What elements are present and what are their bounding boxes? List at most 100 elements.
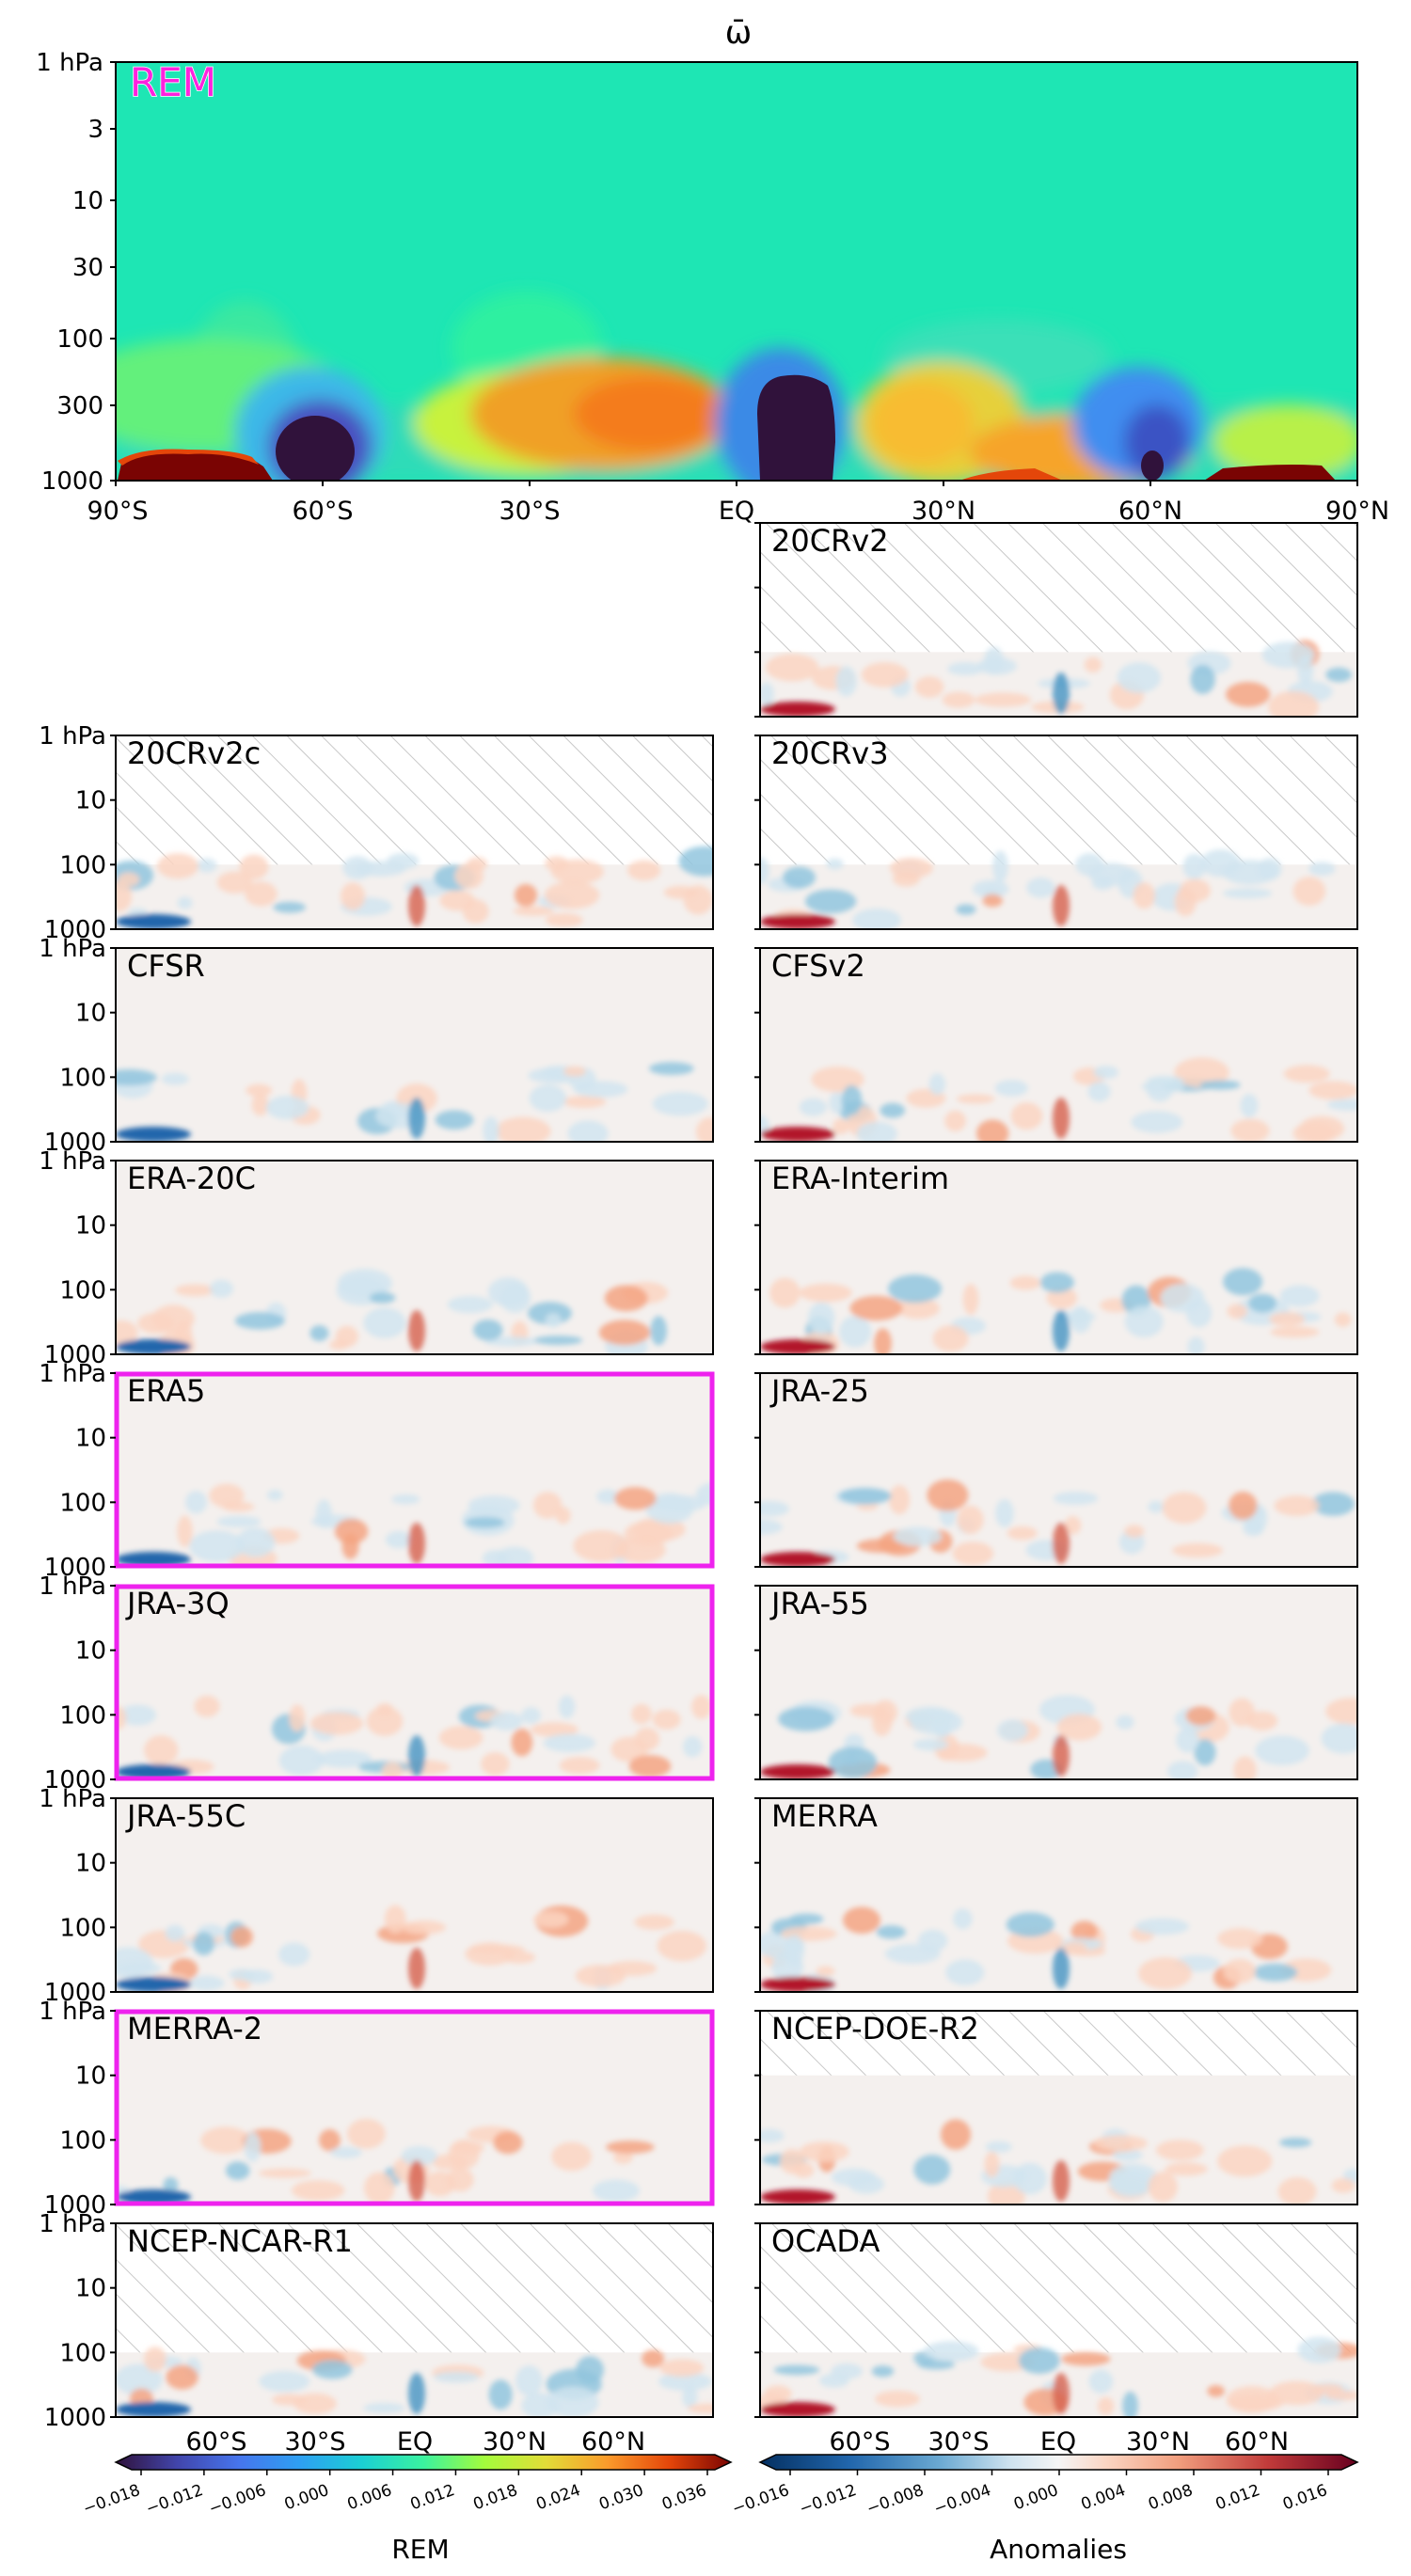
anomaly-y-tick: 1 hPa [39,722,106,751]
anomaly-panel-label: CFSR [127,948,205,984]
anomaly-y-tick: 100 [59,1064,106,1092]
anomaly-panel-label: ERA-20C [127,1161,256,1196]
anomaly-y-tick: 100 [59,851,106,879]
bottom-x-tick: 60°N [1225,2427,1289,2457]
anomaly-y-tick: 10 [75,1000,106,1028]
colorbar-tick-label: −0.018 [81,2481,143,2519]
anomaly-panel-label: 20CRv3 [771,735,889,771]
anomaly-panel: ERA-20C 1 hPa 10 100 1000 [39,1147,714,1369]
rem-colorbar-label: REM [391,2534,449,2565]
bottom-x-axis-right: 60°S 30°S EQ 30°N 60°N [830,2427,1290,2457]
anomaly-panel: JRA-3Q 1 hPa 10 100 1000 [39,1572,715,1794]
anomaly-panel: OCADA [754,2222,1358,2418]
anomaly-y-tick: 100 [59,1701,106,1730]
colorbar-tick-label: 0.006 [345,2481,395,2514]
bottom-x-tick: 30°N [1126,2427,1190,2457]
rem-y-tick: 300 [56,392,103,420]
anomaly-y-tick: 1000 [44,1979,106,2007]
bottom-x-tick: EQ [1040,2427,1076,2457]
anomaly-panel-label: JRA-25 [769,1373,869,1409]
anomaly-y-tick: 10 [75,1850,106,1878]
bottom-x-tick: 30°S [928,2427,990,2457]
bottom-x-tick: 60°N [581,2427,645,2457]
anomaly-panel-label: NCEP-DOE-R2 [771,2011,979,2047]
anomaly-panel: NCEP-DOE-R2 [754,2010,1358,2205]
anomaly-y-tick: 10 [75,787,106,815]
anomaly-y-tick: 1000 [44,2191,106,2220]
anomaly-panel: 20CRv2c 1 hPa 10 100 1000 [39,722,714,944]
rem-x-tick: 90°S [87,497,149,526]
anomaly-y-tick: 1 hPa [39,1998,106,2026]
colorbar-tick-label: 0.018 [470,2481,520,2514]
rem-y-axis: 1 hPa 3 10 30 100 300 1000 [36,49,116,496]
anomaly-panels: 20CRv2 20CRv2c 1 hPa 10 100 1000 20CRv3 CFSR 1 h… [39,522,1358,2432]
anomaly-panel: ERA-Interim [754,1160,1358,1355]
bottom-x-axis-left: 60°S 30°S EQ 30°N 60°N [186,2427,646,2457]
anomaly-panel: CFSv2 [754,947,1358,1143]
rem-x-tick: 60°S [293,497,354,526]
colorbar-tick-label: 0.004 [1079,2481,1129,2514]
colorbar-tick-label: 0.008 [1146,2481,1196,2514]
anomaly-panel-label: JRA-55C [125,1798,246,1834]
anomaly-colorbar: −0.016 −0.012 −0.008 −0.004 0.000 0.004 0.008 0… [730,2454,1359,2565]
rem-x-tick: 60°N [1118,497,1182,526]
anomaly-y-tick: 1000 [44,2404,106,2432]
rem-y-tick: 100 [56,325,103,354]
rem-panel: REM 1 hPa 3 10 30 100 300 1000 [36,49,1389,526]
anomaly-y-tick: 10 [75,1637,106,1666]
rem-x-tick: EQ [719,497,754,526]
anomaly-colorbar-label: Anomalies [990,2534,1127,2565]
anomaly-y-tick: 1 hPa [39,1147,106,1176]
bottom-x-tick: EQ [397,2427,433,2457]
anomaly-panel-label: OCADA [771,2223,880,2259]
rem-panel-label: REM [130,59,216,105]
anomaly-panel: CFSR 1 hPa 10 100 1000 [39,935,714,1157]
anomaly-y-tick: 10 [75,1425,106,1453]
anomaly-panel: 20CRv2 [754,522,1358,718]
anomaly-y-tick: 10 [75,2275,106,2303]
bottom-x-tick: 30°N [483,2427,547,2457]
anomaly-panel-label: 20CRv2 [771,523,889,559]
anomaly-panel-label: ERA-Interim [771,1161,949,1196]
rem-y-tick: 1000 [41,467,103,496]
anomaly-y-tick: 100 [59,2339,106,2367]
colorbar-tick-label: −0.012 [797,2481,859,2519]
rem-x-axis: 90°S 60°S 30°S EQ 30°N 60°N 90°N [87,481,1389,526]
bottom-x-tick: 60°S [186,2427,247,2457]
anomaly-panel: JRA-25 [754,1372,1358,1568]
colorbar-tick-label: −0.006 [207,2481,269,2519]
colorbar-tick-label: 0.036 [659,2481,709,2514]
anomaly-y-tick: 1000 [44,916,106,944]
anomaly-y-tick: 1 hPa [39,935,106,963]
bottom-x-tick: 60°S [830,2427,891,2457]
anomaly-y-tick: 1000 [44,1554,106,1582]
colorbar-tick-label: 0.024 [533,2481,583,2514]
colorbar-tick-label: −0.016 [730,2481,792,2519]
anomaly-panel: 20CRv3 [754,735,1358,930]
anomaly-y-tick: 10 [75,2062,106,2091]
anomaly-panel: JRA-55 [754,1585,1358,1780]
anomaly-y-tick: 1000 [44,1766,106,1794]
rem-x-tick: 30°S [499,497,561,526]
rem-y-tick: 10 [72,187,103,215]
colorbar-tick-label: 0.000 [282,2481,332,2514]
anomaly-panel-label: JRA-3Q [125,1586,230,1621]
anomaly-panel-label: MERRA [771,1798,878,1834]
anomaly-y-tick: 10 [75,1212,106,1241]
anomaly-panel-label: JRA-55 [769,1586,869,1621]
rem-x-tick: 90°N [1325,497,1389,526]
colorbar-tick-label: 0.016 [1280,2481,1330,2514]
anomaly-panel: ERA5 1 hPa 10 100 1000 [39,1360,715,1582]
rem-y-tick: 3 [87,116,103,144]
anomaly-panel: JRA-55C 1 hPa 10 100 1000 [39,1785,714,2007]
figure-title: ω̄ [725,14,752,52]
anomaly-panel-label: CFSv2 [771,948,865,984]
rem-y-tick: 1 hPa [36,49,103,77]
colorbar-tick-label: 0.000 [1011,2481,1061,2514]
rem-colorbar: −0.018 −0.012 −0.006 0.000 0.006 0.012 0.018 0.… [81,2454,733,2565]
colorbar-tick-label: −0.004 [931,2481,993,2519]
anomaly-panel: NCEP-NCAR-R1 1 hPa 10 100 1000 [39,2210,714,2432]
colorbar-tick-label: 0.012 [1213,2481,1263,2514]
anomaly-y-tick: 1000 [44,1341,106,1369]
